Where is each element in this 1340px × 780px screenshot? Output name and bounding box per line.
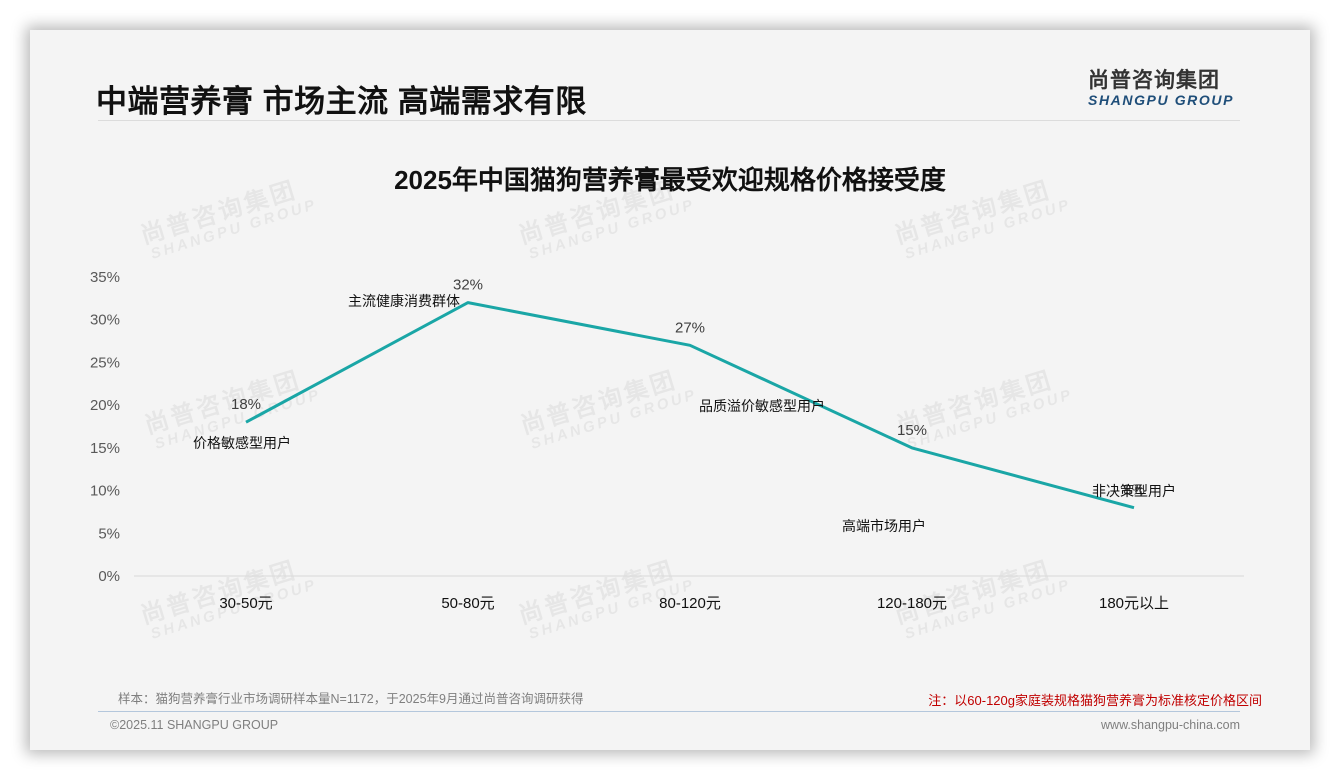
y-tick-label: 15% xyxy=(90,440,120,457)
company-logo: 尚普咨询集团 SHANGPU GROUP xyxy=(1088,64,1234,108)
data-label: 27% xyxy=(675,319,705,336)
segment-annotation: 价格敏感型用户 xyxy=(193,435,291,451)
y-axis: 0% 5% 10% 15% 20% 25% 30% 35% xyxy=(90,269,120,585)
y-tick-label: 0% xyxy=(98,568,120,585)
y-tick-label: 10% xyxy=(90,483,120,500)
logo-cn-text: 尚普咨询集团 xyxy=(1088,69,1220,92)
segment-annotation: 高端市场用户 xyxy=(842,518,926,534)
data-label: 18% xyxy=(231,396,261,413)
sample-note: 样本：猫狗营养膏行业市场调研样本量N=1172，于2025年9月通过尚普咨询调研… xyxy=(118,692,584,706)
y-tick-label: 35% xyxy=(90,269,120,286)
x-tick-label: 50-80元 xyxy=(441,595,494,612)
x-tick-label: 180元以上 xyxy=(1099,595,1169,612)
price-note: 注：以60-120g家庭装规格猫狗营养膏为标准核定价格区间 xyxy=(928,693,1262,708)
y-tick-label: 25% xyxy=(90,354,120,371)
data-labels: 18% 32% 27% 15% 8% xyxy=(231,277,1145,499)
slide: 尚普咨询集团 SHANGPU GROUP 尚普咨询集团 SHANGPU GROUP … xyxy=(30,30,1310,750)
website-url: www.shangpu-china.com xyxy=(1101,718,1240,732)
data-label: 32% xyxy=(453,277,483,294)
title-divider xyxy=(98,120,1240,121)
y-tick-label: 5% xyxy=(98,525,120,542)
segment-annotation: 非决策型用户 xyxy=(1092,483,1176,499)
page-title: 中端营养膏 市场主流 高端需求有限 xyxy=(96,84,587,119)
y-tick-label: 30% xyxy=(90,312,120,329)
data-label: 15% xyxy=(897,422,927,439)
x-tick-label: 120-180元 xyxy=(877,595,947,612)
copyright: ©2025.11 SHANGPU GROUP xyxy=(110,718,279,732)
x-tick-label: 80-120元 xyxy=(659,595,721,612)
footer-divider xyxy=(98,711,1240,712)
series-line xyxy=(245,301,1135,510)
data-label: 8% xyxy=(1123,482,1145,499)
line-chart: 0% 5% 10% 15% 20% 25% 30% 35% 30-50元 50-80元 80-12… xyxy=(90,269,1244,612)
logo-en-text: SHANGPU GROUP xyxy=(1088,92,1235,108)
x-axis: 30-50元 50-80元 80-120元 120-180元 180元以上 xyxy=(219,595,1169,612)
y-tick-label: 20% xyxy=(90,397,120,414)
x-tick-label: 30-50元 xyxy=(219,595,272,612)
chart-title: 2025年中国猫狗营养膏最受欢迎规格价格接受度 xyxy=(394,165,946,195)
segment-annotation: 主流健康消费群体 xyxy=(348,293,460,309)
segment-annotation: 品质溢价敏感型用户 xyxy=(699,398,825,414)
